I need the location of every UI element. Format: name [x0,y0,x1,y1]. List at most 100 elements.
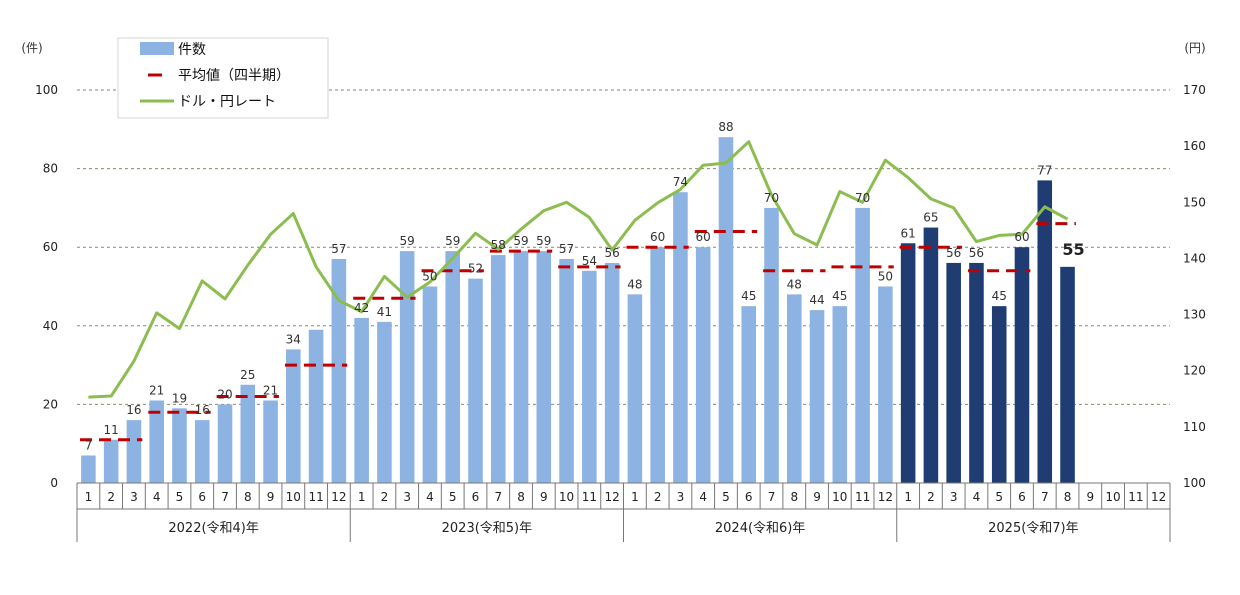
data-label: 74 [673,175,688,189]
month-label: 5 [995,490,1003,504]
year-label: 2025(令和7)年 [988,521,1079,536]
data-label: 70 [855,191,870,205]
month-label: 6 [1018,490,1026,504]
month-label: 4 [426,490,434,504]
data-label: 42 [354,301,369,315]
data-label: 16 [126,403,141,417]
data-label: 54 [582,254,597,268]
gridlines [77,89,1170,405]
legend-swatch-bars [140,42,174,55]
bar [149,400,164,483]
data-label: 7 [85,438,93,452]
bar [1060,266,1075,483]
right-axis-unit: (円) [1184,41,1205,55]
month-label: 3 [130,490,138,504]
month-label: 1 [358,490,366,504]
month-label: 11 [582,490,597,504]
month-label: 12 [878,490,893,504]
data-label: 59 [400,234,415,248]
month-label: 1 [85,490,93,504]
month-label: 3 [950,490,958,504]
data-label: 57 [559,242,574,256]
bar [513,251,529,483]
data-label: 52 [468,262,483,276]
data-label: 45 [832,289,847,303]
month-label: 2 [927,490,935,504]
bar [263,400,278,483]
month-label: 7 [494,490,502,504]
data-label: 44 [809,293,824,307]
data-label: 45 [741,289,756,303]
month-label: 11 [855,490,870,504]
bar [399,251,415,483]
month-label: 2 [381,490,389,504]
data-label: 56 [604,246,619,260]
left-tick-label: 80 [43,162,58,176]
right-tick-label: 110 [1183,420,1206,434]
month-label: 10 [286,490,301,504]
right-tick-label: 120 [1183,364,1206,378]
left-tick-label: 100 [35,83,58,97]
bar [991,306,1007,483]
bar-series [81,137,1075,483]
bar [1014,247,1030,483]
data-label: 60 [650,230,665,244]
year-label: 2023(令和5)年 [442,521,533,536]
bar [81,455,96,483]
bar [673,192,688,483]
bar [536,251,552,483]
right-tick-label: 140 [1183,251,1206,265]
data-label: 60 [696,230,711,244]
bar [445,251,461,483]
month-label: 5 [176,490,184,504]
left-axis-unit: (件) [21,41,42,55]
month-label: 4 [699,490,707,504]
month-label: 9 [813,490,821,504]
bar [217,404,233,483]
month-label: 10 [559,490,574,504]
month-label: 7 [221,490,229,504]
right-tick-label: 130 [1183,308,1206,322]
bar [126,420,142,483]
month-label: 5 [449,490,457,504]
month-label: 7 [768,490,776,504]
data-labels: 7 11 16 21 19 16 20 25 21 34 57 42 41 59 50 59 52 58 59 59 5… [85,120,1085,452]
data-label: 50 [422,270,437,284]
bar [286,349,301,483]
data-label: 19 [172,391,187,405]
data-label: 57 [331,242,346,256]
month-label: 6 [472,490,480,504]
bar [604,262,620,483]
month-label: 8 [244,490,252,504]
bar [946,262,961,483]
left-tick-label: 60 [43,240,58,254]
data-label: 65 [923,211,938,225]
data-label: 21 [263,383,278,397]
data-label: 48 [787,277,802,291]
month-label: 11 [308,490,323,504]
bar [878,286,893,483]
bar [377,321,392,483]
month-label: 9 [540,490,548,504]
data-label: 60 [1014,230,1029,244]
bar [1037,180,1053,483]
bar [582,270,597,483]
bar [194,420,210,483]
bar [354,317,369,483]
data-label: 50 [878,270,893,284]
data-label: 59 [513,234,528,248]
data-label: 34 [286,332,301,346]
data-label: 59 [536,234,551,248]
month-label: 6 [198,490,206,504]
bar [718,137,734,483]
bar [650,247,665,483]
month-label: 12 [331,490,346,504]
data-label: 41 [377,305,392,319]
month-label: 11 [1128,490,1143,504]
month-label: 9 [267,490,275,504]
data-label: 56 [969,246,984,260]
data-label: 16 [195,403,210,417]
month-label: 2 [654,490,662,504]
